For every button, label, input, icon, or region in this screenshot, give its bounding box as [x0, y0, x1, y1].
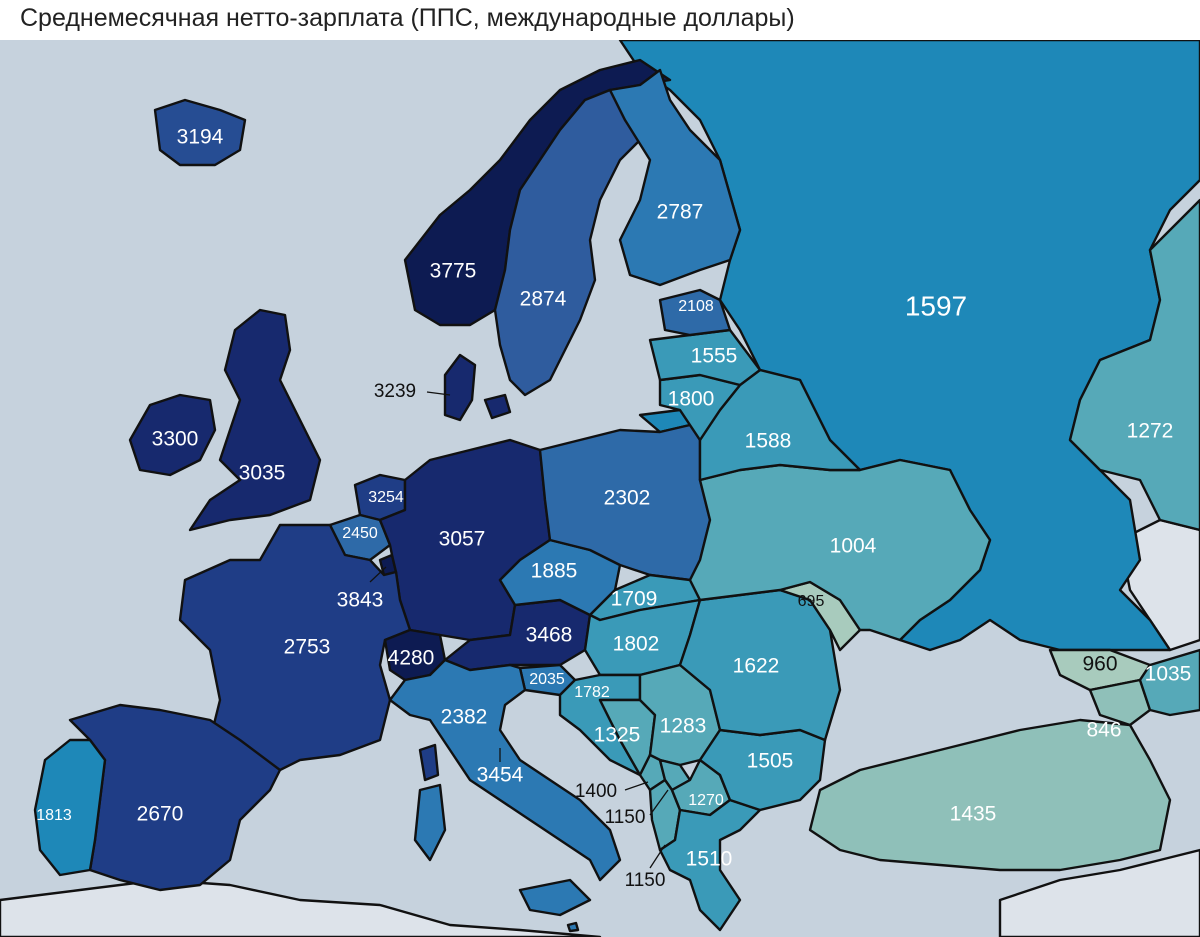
label-bosnia: 1325 [594, 724, 641, 747]
label-croatia: 1782 [574, 684, 610, 701]
country-armenia[interactable] [1088, 678, 1152, 727]
label-ireland: 3300 [152, 428, 199, 451]
label-lithuania: 1800 [668, 388, 715, 411]
label-netherlands: 3254 [368, 489, 404, 506]
label-spain: 2670 [137, 803, 184, 826]
label-moldova: 695 [798, 593, 825, 610]
label-slovakia: 1709 [611, 588, 658, 611]
label-sweden: 2874 [520, 288, 567, 311]
label-czechia: 1885 [531, 560, 578, 583]
label-uk: 3035 [239, 462, 286, 485]
label-azerbaijan: 1035 [1145, 663, 1192, 686]
country-france-corsica[interactable] [418, 743, 440, 782]
label-belarus: 1588 [745, 430, 792, 453]
label-switzerland: 4280 [388, 647, 435, 670]
map-title: Среднемесячная нетто-зарплата (ППС, межд… [20, 4, 795, 32]
country-greece[interactable] [658, 798, 762, 932]
country-estonia[interactable] [658, 288, 732, 337]
label-slovenia: 2035 [529, 671, 565, 688]
label-serbia: 1283 [660, 715, 707, 738]
label-georgia: 960 [1082, 653, 1117, 676]
label-luxembourg: 3843 [337, 589, 384, 612]
country-denmark[interactable] [443, 353, 477, 422]
country-italy[interactable] [388, 658, 622, 882]
label-estonia: 2108 [678, 298, 714, 315]
label-poland: 2302 [604, 487, 651, 510]
label-norway: 3775 [430, 260, 477, 283]
title-bar: Среднемесячная нетто-зарплата (ППС, межд… [0, 0, 1200, 40]
label-armenia: 846 [1086, 719, 1121, 742]
country-malta[interactable] [566, 921, 580, 933]
label-bulgaria: 1505 [747, 750, 794, 773]
country-kazakhstan[interactable] [1068, 198, 1200, 532]
label-portugal: 1813 [36, 807, 72, 824]
country-france[interactable] [178, 523, 412, 772]
leader-albania [649, 789, 669, 816]
leader-denmark [426, 391, 451, 396]
europe-map: 3194 3775 2874 2787 3239 3300 3035 3254 … [0, 40, 1200, 937]
label-north-macedonia: 1270 [688, 792, 724, 809]
middle-east-land [998, 848, 1200, 937]
country-portugal[interactable] [33, 738, 107, 877]
country-finland[interactable] [608, 68, 742, 287]
leader-montenegro [624, 781, 649, 791]
label-ukraine: 1004 [830, 535, 877, 558]
country-azerbaijan[interactable] [1138, 648, 1200, 717]
country-italy-sardinia[interactable] [413, 783, 447, 862]
label-belgium: 2450 [342, 525, 378, 542]
country-denmark-islands[interactable] [483, 393, 512, 420]
label-kazakhstan: 1272 [1127, 420, 1174, 443]
label-finland: 2787 [657, 201, 704, 224]
country-iceland[interactable] [153, 98, 247, 167]
label-germany: 3057 [439, 528, 486, 551]
value-labels: 3194 3775 2874 2787 3239 3300 3035 3254 … [36, 126, 1191, 891]
label-romania: 1622 [733, 655, 780, 678]
country-sweden[interactable] [493, 88, 642, 397]
country-ireland[interactable] [128, 393, 217, 477]
leader-kosovo [649, 844, 666, 869]
label-iceland: 3194 [177, 126, 224, 149]
label-latvia: 1555 [691, 345, 738, 368]
country-czechia[interactable] [498, 538, 622, 617]
label-denmark: 3239 [374, 381, 416, 402]
label-kosovo: 1150 [625, 870, 666, 891]
leader-luxembourg [369, 566, 387, 583]
country-turkey[interactable] [808, 718, 1172, 872]
label-russia: 1597 [905, 290, 967, 321]
label-albania: 1150 [605, 807, 646, 828]
label-greece: 1510 [686, 848, 733, 871]
label-france: 2753 [284, 636, 331, 659]
label-turkey: 1435 [950, 803, 997, 826]
country-uk[interactable] [188, 308, 322, 532]
label-hungary: 1802 [613, 633, 660, 656]
label-austria: 3468 [526, 624, 573, 647]
label-malta: 3454 [477, 764, 524, 787]
label-italy: 2382 [441, 706, 488, 729]
country-italy-sicily[interactable] [518, 878, 592, 917]
label-montenegro: 1400 [575, 781, 617, 802]
